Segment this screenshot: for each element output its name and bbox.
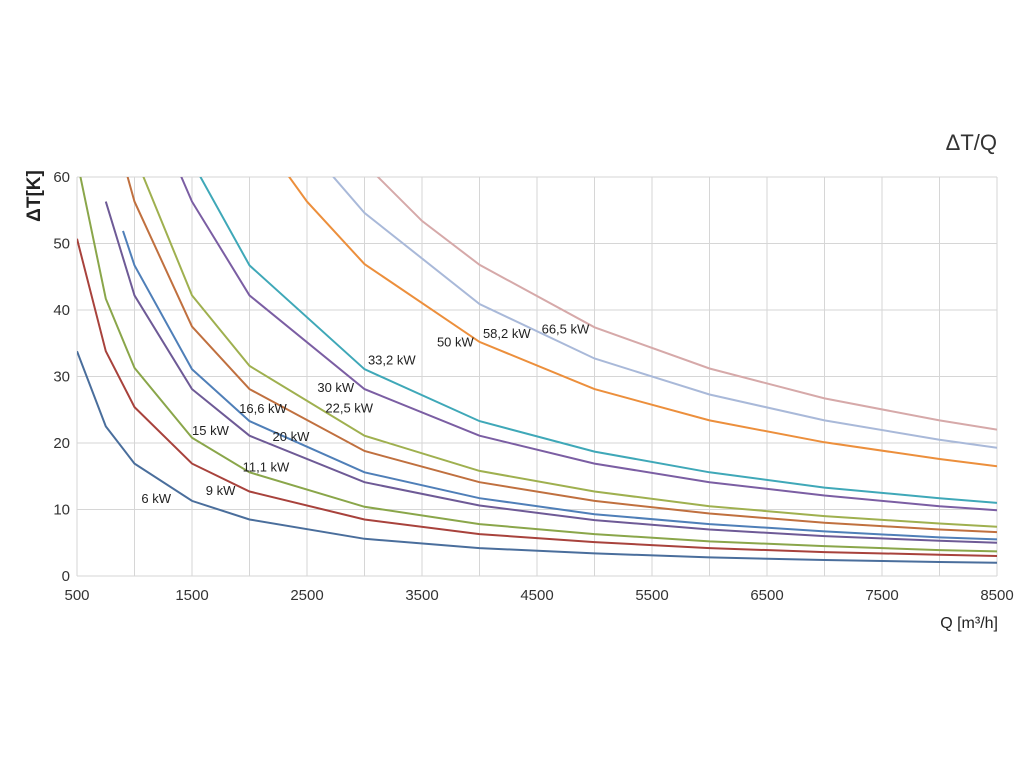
x-axis-label: Q [m³/h] (940, 615, 998, 632)
grid (76, 176, 998, 577)
x-tick-label: 1500 (175, 587, 208, 604)
series-label: 58,2 kW (483, 326, 531, 341)
y-axis-label: ΔT[K] (24, 170, 45, 222)
series-line-33-2-kw (199, 177, 997, 504)
y-tick-label: 10 (53, 502, 70, 519)
y-axis: 0 10 20 30 40 50 60 (53, 169, 70, 585)
series-label: 11,1 kW (243, 460, 290, 475)
plot-area (77, 177, 997, 564)
series-line-9-kw (77, 238, 997, 557)
series-label: 20 kW (273, 429, 311, 444)
y-tick-label: 30 (53, 369, 70, 386)
y-tick-label: 0 (62, 568, 70, 585)
x-tick-label: 7500 (865, 587, 898, 604)
series-label: 22,5 kW (325, 400, 373, 415)
series-line-11-1-kw (79, 177, 997, 553)
y-tick-label: 20 (53, 435, 70, 452)
series-labels: 6 kW 9 kW 11,1 kW 15 kW 16,6 kW 20 kW 22,5 kW 3… (141, 321, 590, 506)
chart-title: ΔT/Q (946, 130, 997, 155)
x-tick-label: 2500 (290, 587, 323, 604)
x-tick-label: 8500 (980, 587, 1013, 604)
x-axis: 500 1500 2500 3500 4500 5500 6500 7500 8500 (64, 587, 1013, 604)
x-tick-label: 6500 (750, 587, 783, 604)
x-tick-label: 5500 (635, 587, 668, 604)
series-label: 33,2 kW (368, 353, 416, 368)
series-label: 30 kW (317, 380, 355, 395)
series-line-50-kw (288, 177, 997, 468)
series-line-30-kw (180, 177, 997, 512)
series-line-20-kw (126, 177, 997, 534)
series-label: 6 kW (141, 491, 171, 506)
y-tick-label: 60 (53, 169, 70, 186)
series-label: 9 kW (206, 483, 236, 498)
series-line-16-6-kw (122, 230, 997, 541)
series-line-22-5-kw (142, 177, 997, 528)
series-label: 16,6 kW (239, 401, 287, 416)
series-label: 50 kW (437, 335, 475, 350)
x-tick-label: 3500 (405, 587, 438, 604)
x-tick-label: 500 (64, 587, 89, 604)
series-label: 66,5 kW (542, 321, 590, 336)
x-tick-label: 4500 (520, 587, 553, 604)
series-line-15-kw (104, 201, 997, 544)
y-tick-label: 40 (53, 302, 70, 319)
y-tick-label: 50 (53, 236, 70, 253)
series-line-6-kw (77, 350, 997, 564)
series-line-58-2-kw (332, 177, 997, 449)
series-label: 15 kW (192, 423, 230, 438)
series-line-66-5-kw (376, 177, 997, 431)
